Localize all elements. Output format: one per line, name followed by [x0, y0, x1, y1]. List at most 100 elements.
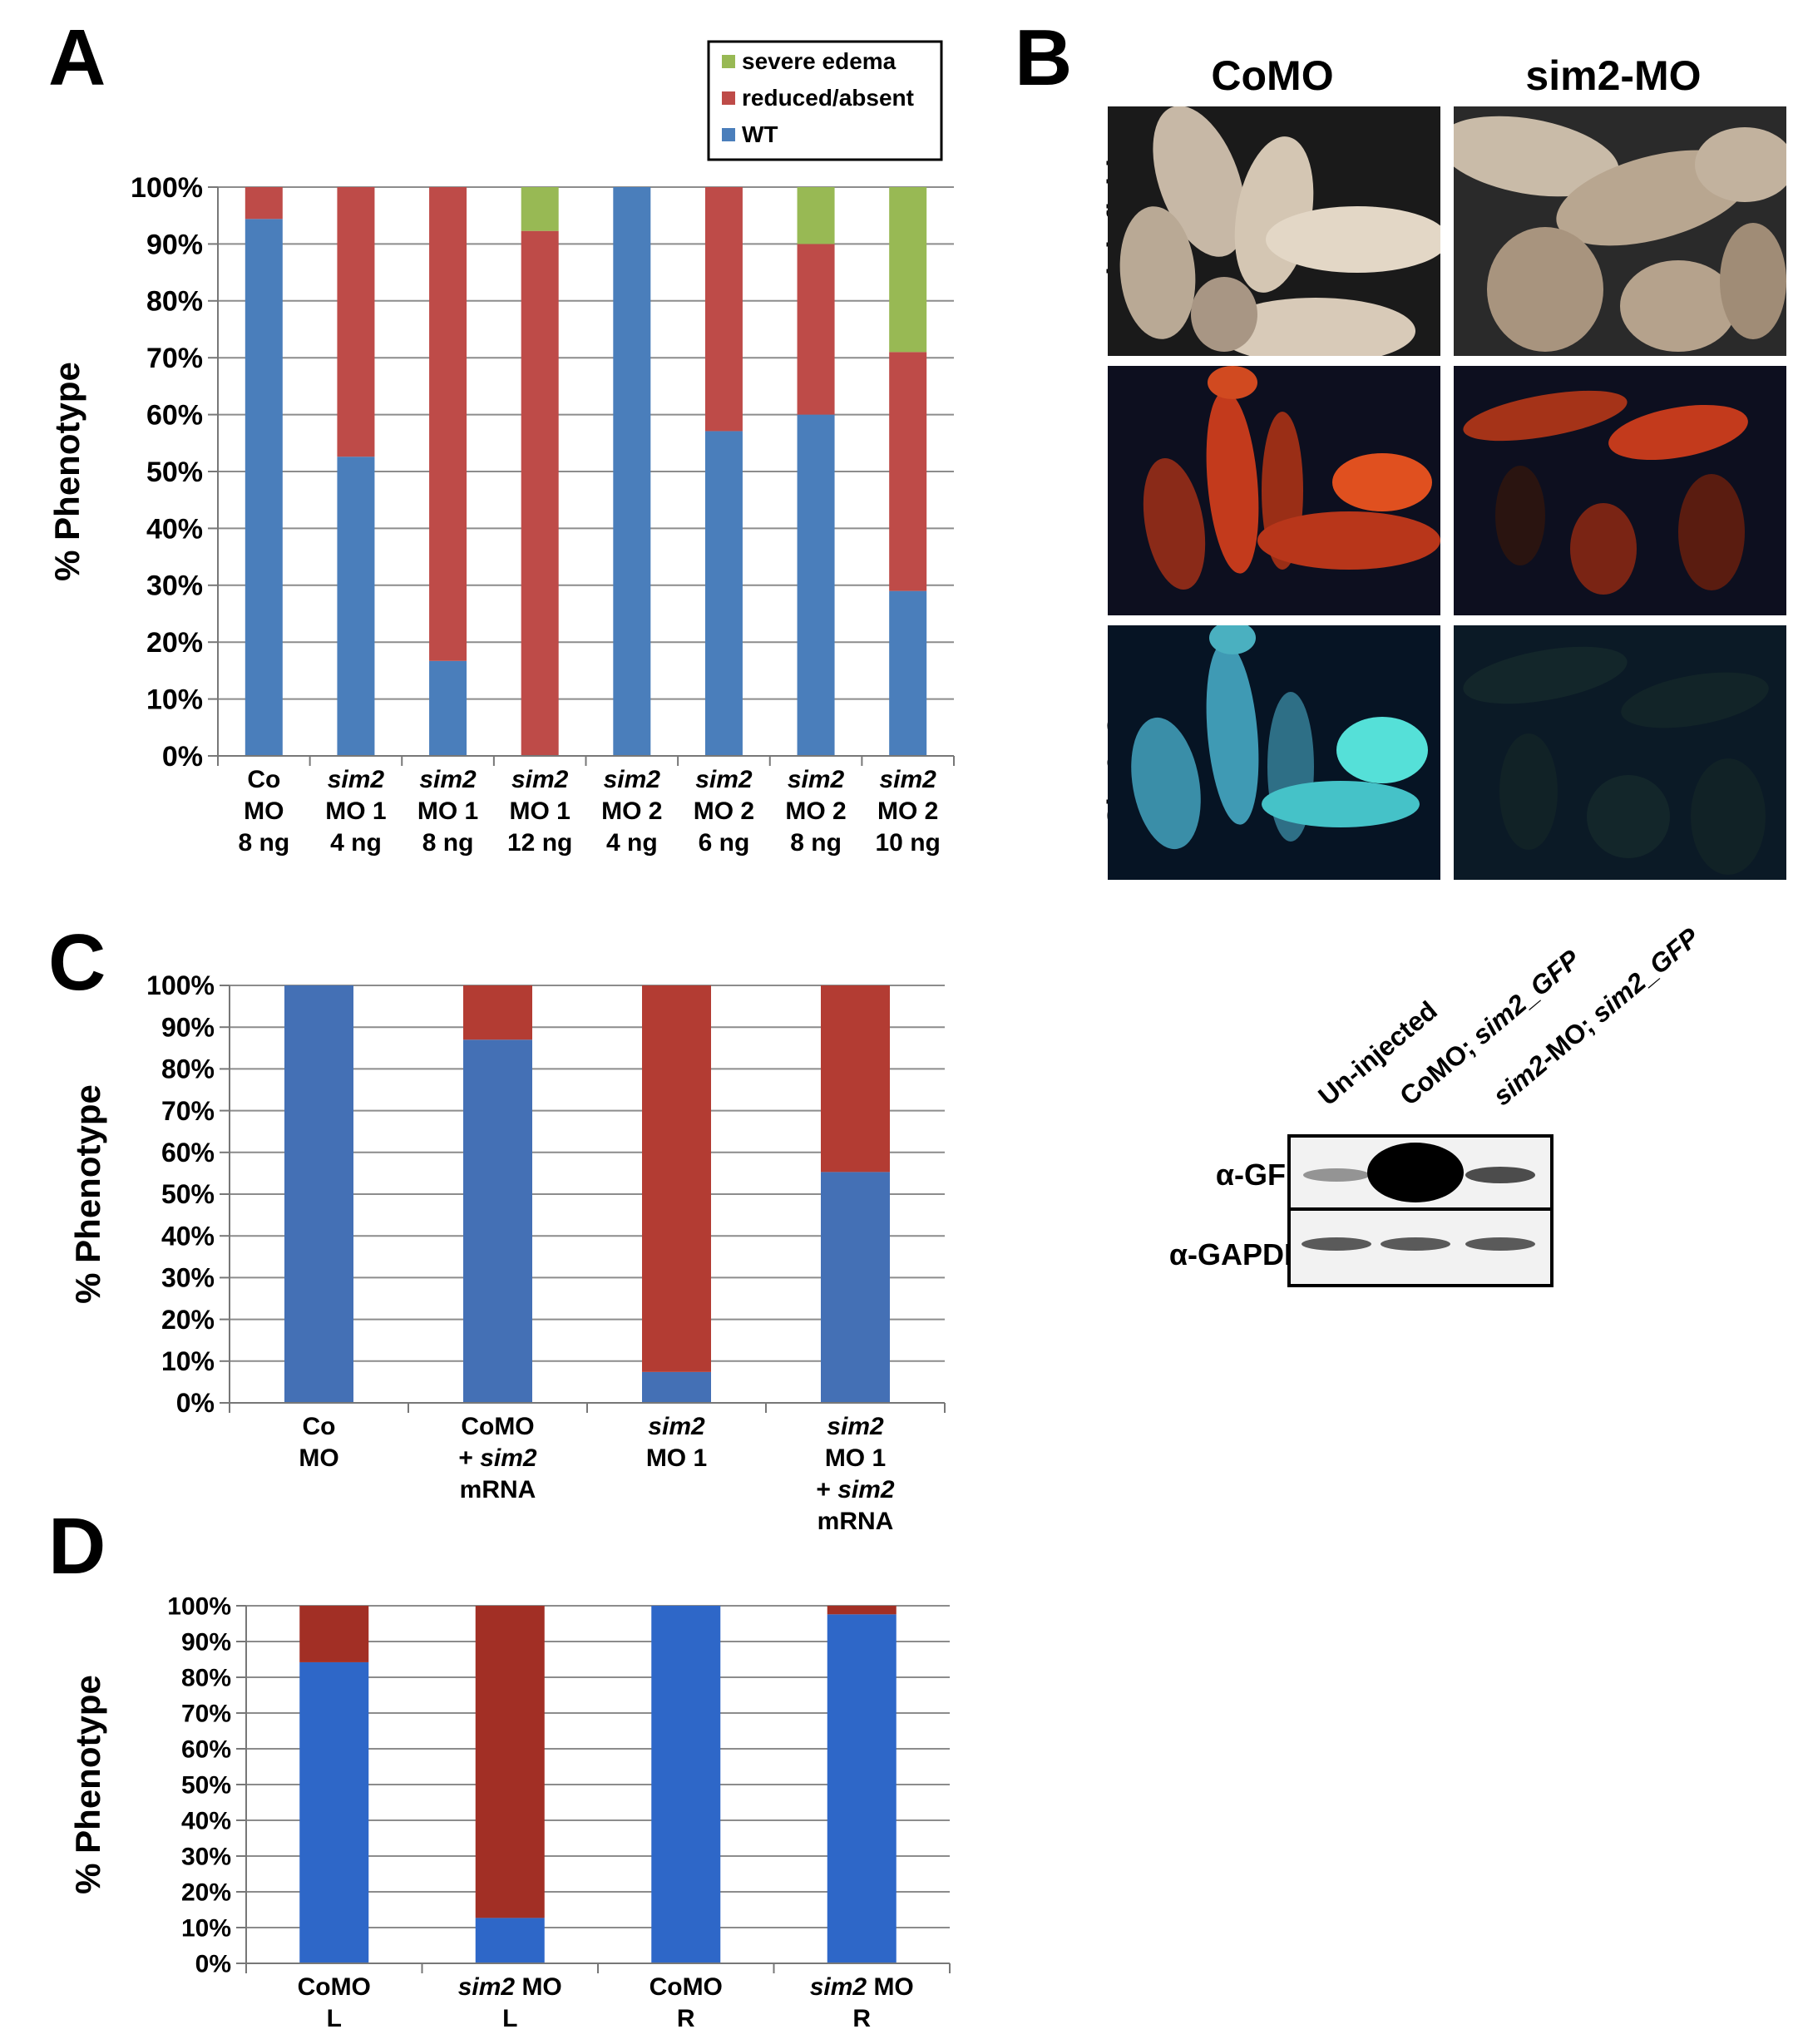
category-label: 8 ng [422, 829, 474, 857]
bar-segment [821, 985, 890, 1173]
category-label: 10 ng [876, 829, 941, 857]
column-header-sim2-mo: sim2-MO [1447, 52, 1780, 100]
bar-segment [827, 1614, 897, 1963]
category-label: sim2 MO [810, 1973, 914, 2001]
category-label: mRNA [460, 1476, 536, 1503]
legend-label: reduced/absent [742, 85, 914, 111]
legend-box [707, 40, 943, 161]
category-label: MO 2 [785, 797, 846, 825]
y-tick-label: 30% [146, 570, 203, 602]
bar-segment [463, 985, 532, 1040]
category-label: MO 1 [825, 1444, 886, 1472]
panel-letter-b: B [1015, 13, 1073, 102]
image-sim2-gfp-sim2-mo [1454, 625, 1786, 880]
bar-segment [299, 1606, 369, 1662]
category-label: L [327, 2005, 342, 2032]
y-tick-label: 60% [181, 1736, 231, 1764]
bar-segment [245, 219, 283, 757]
image-brightfield-sim2-mo [1454, 106, 1786, 356]
y-tick-label: 100% [146, 970, 215, 1000]
category-label: sim2 [788, 766, 845, 793]
bar-segment [245, 187, 283, 220]
column-header-sim2-mo-text: sim2-MO [1525, 52, 1702, 99]
category-label: 12 ng [507, 829, 572, 857]
y-tick-label: 50% [161, 1179, 215, 1209]
category-label: 6 ng [699, 829, 750, 857]
bar-segment [337, 187, 375, 457]
category-label: sim2 [648, 1413, 705, 1440]
bar-segment [299, 1661, 369, 1963]
bar-segment [521, 187, 559, 231]
y-tick-label: 40% [161, 1221, 215, 1251]
bar-segment [429, 660, 467, 756]
y-tick-label: 10% [181, 1915, 231, 1943]
y-tick-label: 30% [161, 1263, 215, 1293]
y-tick-label: 0% [176, 1388, 215, 1418]
bar-segment [642, 1371, 711, 1403]
blot-row-label-gfp: α-GFP [1215, 1158, 1306, 1192]
chart-d: 0% 10% 20% 30% 40% 50% 60% 70% 80% 90% 100% CoMO Lsi… [68, 1593, 951, 2032]
category-label: MO [299, 1444, 338, 1472]
y-tick-label: 30% [181, 1844, 231, 1871]
bar-segment [827, 1606, 897, 1615]
category-label: L [502, 2005, 517, 2032]
y-axis-label: % Phenotype [68, 1084, 107, 1304]
bar-segment [642, 985, 711, 1372]
bar-segment [704, 431, 743, 756]
category-label: 8 ng [790, 829, 842, 857]
y-tick-label: 70% [161, 1096, 215, 1126]
image-memrfp-como [1108, 366, 1440, 615]
y-axis-label: % Phenotype [47, 362, 86, 581]
category-label: CoMO [461, 1413, 534, 1440]
bar-segment [651, 1606, 721, 1963]
category-label: 4 ng [606, 829, 658, 857]
category-label: MO 2 [877, 797, 938, 825]
legend-label: WT [742, 121, 778, 147]
image-brightfield-como [1108, 106, 1440, 356]
category-label: Co [247, 766, 280, 793]
y-tick-label: 50% [146, 457, 203, 488]
category-label: MO 2 [601, 797, 662, 825]
bar-segment [463, 1039, 532, 1403]
y-tick-label: 100% [167, 1593, 231, 1621]
legend-label: severe edema [742, 48, 897, 74]
legend-swatch [722, 91, 735, 105]
bar-segment [889, 187, 927, 353]
bar-segment [889, 590, 927, 756]
bar-segment [429, 187, 467, 661]
category-label: MO 1 [646, 1444, 707, 1472]
bar-segment [821, 1172, 890, 1403]
y-tick-label: 80% [161, 1054, 215, 1084]
category-label: sim2 [328, 766, 385, 793]
y-tick-label: 0% [195, 1951, 231, 1978]
bar-segment [521, 230, 559, 757]
bar-segment [704, 187, 743, 432]
y-tick-label: 10% [146, 684, 203, 716]
y-tick-label: 90% [161, 1012, 215, 1042]
bar-segment [475, 1606, 545, 1918]
column-header-como: CoMO [1211, 52, 1334, 99]
y-tick-label: 20% [181, 1879, 231, 1907]
chart-a: 0% 10% 20% 30% 40% 50% 60% 70% 80% 90% 100% Co MO 8 n… [47, 40, 955, 857]
category-label: MO 1 [510, 797, 571, 825]
panel-letter-d: D [48, 1502, 106, 1591]
legend-swatch [722, 128, 735, 141]
category-label: Co [303, 1413, 336, 1440]
y-tick-label: 70% [181, 1701, 231, 1728]
category-label: sim2 [879, 766, 936, 793]
y-tick-label: 0% [162, 741, 203, 773]
y-tick-label: 50% [181, 1772, 231, 1800]
category-label: MO 2 [694, 797, 754, 825]
y-axis-label: % Phenotype [68, 1675, 107, 1894]
panel-letter-a: A [48, 13, 106, 102]
category-label: 8 ng [238, 829, 289, 857]
bar-segment [889, 352, 927, 591]
chart-c: 0%10%20%30%40%50%60%70%80%90%100%CoMOCoM… [68, 970, 946, 1535]
category-label: sim2 [604, 766, 661, 793]
image-memrfp-sim2-mo [1454, 366, 1786, 615]
western-blot [1287, 1134, 1553, 1287]
y-tick-label: 80% [181, 1665, 231, 1692]
blot-row-label-gapdh: α-GAPDH [1168, 1237, 1306, 1271]
category-label: sim2 [827, 1413, 884, 1440]
category-label: sim2 [419, 766, 477, 793]
